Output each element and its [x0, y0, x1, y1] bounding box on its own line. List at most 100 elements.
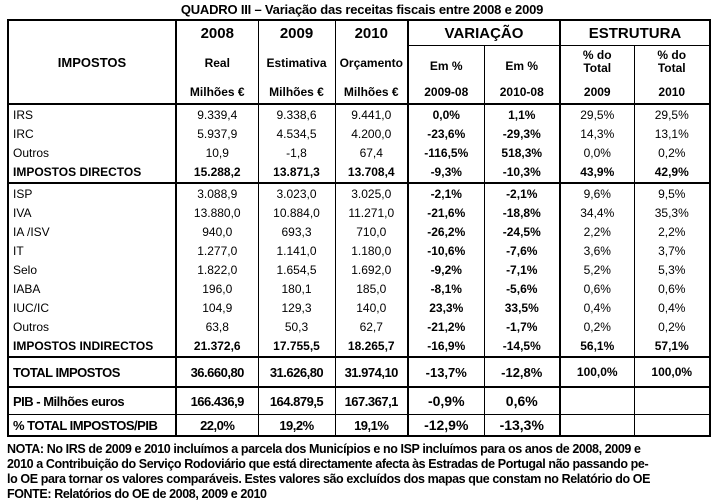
cell-2008: 166.436,9: [175, 387, 258, 415]
table-row-it: IT 1.277,0 1.141,0 1.180,0 -10,6% -7,6% …: [7, 241, 710, 260]
header-unit-2008: Milhões €: [189, 84, 245, 99]
cell-2008: 3.088,9: [175, 183, 258, 203]
cell-2008: 1.822,0: [175, 260, 258, 279]
cell-2010: 1.180,0: [334, 241, 408, 260]
cell-est-2009: 100,0%: [559, 357, 634, 388]
cell-var-2010-08: -18,8%: [483, 203, 560, 222]
cell-est-2009: [559, 414, 634, 436]
table-row-selo: Selo 1.822,0 1.654,5 1.692,0 -9,2% -7,1%…: [7, 260, 710, 279]
cell-est-2009: 2,2%: [559, 222, 634, 241]
cell-var-2010-08: -7,1%: [483, 260, 560, 279]
cell-2010: 185,0: [334, 279, 408, 298]
cell-est-2009: 14,3%: [559, 124, 634, 143]
cell-2010: 31.974,10: [334, 357, 408, 388]
header-var1-period: 2009-08: [424, 85, 469, 99]
header-year-2010: 2010: [354, 24, 388, 42]
footnotes: NOTA: No IRS de 2009 e 2010 incluímos a …: [7, 442, 724, 502]
cell-est-2010: 100,0%: [633, 357, 710, 388]
header-col-2010: 2010 Orçamento Milhões €: [334, 20, 408, 105]
cell-2010: 9.441,0: [334, 104, 408, 124]
table-row-total-impostos: TOTAL IMPOSTOS 36.660,80 31.626,80 31.97…: [7, 357, 710, 388]
cell-var-2009-08: 23,3%: [407, 298, 484, 317]
header-var2-period: 2010-08: [499, 85, 544, 99]
cell-var-2009-08: -21,2%: [407, 317, 484, 336]
header-group-estrutura: ESTRUTURA: [559, 20, 710, 46]
cell-var-2010-08: -2,1%: [483, 183, 560, 203]
cell-label: IRC: [7, 124, 176, 143]
cell-2010: 710,0: [334, 222, 408, 241]
cell-est-2009: 0,0%: [559, 143, 634, 162]
cell-2009: 19,2%: [257, 414, 335, 436]
cell-est-2010: 9,5%: [633, 183, 710, 203]
cell-2010: 18.265,7: [334, 336, 408, 358]
cell-est-2010: 57,1%: [633, 336, 710, 358]
cell-var-2010-08: -14,5%: [483, 336, 560, 358]
cell-var-2009-08: -8,1%: [407, 279, 484, 298]
cell-2009: 129,3: [257, 298, 335, 317]
cell-2009: 164.879,5: [257, 387, 335, 415]
cell-var-2009-08: 0,0%: [407, 104, 484, 124]
cell-label: TOTAL IMPOSTOS: [7, 357, 176, 388]
cell-var-2010-08: -13,3%: [483, 414, 560, 436]
cell-2009: 17.755,5: [257, 336, 335, 358]
cell-2008: 15.288,2: [175, 162, 258, 184]
fiscal-revenue-table: IMPOSTOS 2008 Real Milhões € 2009 Estima…: [7, 19, 711, 437]
cell-var-2010-08: 1,1%: [483, 104, 560, 124]
cell-var-2010-08: 0,6%: [483, 387, 560, 415]
header-row-groups: IMPOSTOS 2008 Real Milhões € 2009 Estima…: [7, 20, 710, 105]
table-row-iva: IVA 13.880,0 10.884,0 11.271,0 -21,6% -1…: [7, 203, 710, 222]
cell-var-2009-08: -2,1%: [407, 183, 484, 203]
cell-2009: 13.871,3: [257, 162, 335, 184]
cell-label: IA /ISV: [7, 222, 176, 241]
cell-est-2010: 0,2%: [633, 143, 710, 162]
cell-label: IVA: [7, 203, 176, 222]
header-kind-2008: Real: [204, 56, 230, 70]
cell-2010: 62,7: [334, 317, 408, 336]
cell-est-2010: 42,9%: [633, 162, 710, 184]
header-unit-2009: Milhões €: [269, 84, 324, 99]
cell-2010: 13.708,4: [334, 162, 408, 184]
header-kind-2010: Orçamento: [339, 56, 403, 70]
cell-2009: 180,1: [257, 279, 335, 298]
cell-est-2010: 35,3%: [633, 203, 710, 222]
cell-2008: 13.880,0: [175, 203, 258, 222]
note-line: 2010 a Contribuição do Serviço Rodoviári…: [7, 457, 649, 471]
header-var-2009-08: Em % 2009-08: [407, 45, 484, 105]
table-row-outros-indirectos: Outros 63,8 50,3 62,7 -21,2% -1,7% 0,2% …: [7, 317, 710, 336]
cell-label: Outros: [7, 143, 176, 162]
cell-label: IABA: [7, 279, 176, 298]
cell-label: IUC/IC: [7, 298, 176, 317]
table-row-total-impostos-pib: % TOTAL IMPOSTOS/PIB 22,0% 19,2% 19,1% -…: [7, 414, 710, 436]
cell-2008: 196,0: [175, 279, 258, 298]
cell-var-2009-08: -16,9%: [407, 336, 484, 358]
cell-est-2009: 0,6%: [559, 279, 634, 298]
header-var-2010-08: Em % 2010-08: [483, 45, 560, 105]
header-year-2009: 2009: [279, 24, 314, 42]
cell-est-2010: 0,6%: [633, 279, 710, 298]
table-row-pib: PIB - Milhões euros 166.436,9 164.879,5 …: [7, 387, 710, 415]
header-col-2008: 2008 Real Milhões €: [175, 20, 258, 105]
header-var2-label: Em %: [505, 59, 539, 73]
cell-2008: 36.660,80: [175, 357, 258, 388]
cell-2008: 22,0%: [175, 414, 258, 436]
cell-var-2009-08: -23,6%: [407, 124, 484, 143]
cell-2009: -1,8: [257, 143, 335, 162]
header-kind-2009: Estimativa: [266, 56, 327, 70]
cell-est-2010: 2,2%: [633, 222, 710, 241]
cell-est-2010: [633, 387, 710, 415]
cell-var-2009-08: -10,6%: [407, 241, 484, 260]
header-est2-year: 2010: [658, 85, 686, 99]
cell-label: IMPOSTOS DIRECTOS: [7, 162, 176, 184]
cell-est-2009: 9,6%: [559, 183, 634, 203]
header-est1-year: 2009: [583, 85, 611, 99]
cell-label: ISP: [7, 183, 176, 203]
cell-2009: 1.654,5: [257, 260, 335, 279]
cell-var-2010-08: -7,6%: [483, 241, 560, 260]
cell-label: IT: [7, 241, 176, 260]
table-row-impostos-directos: IMPOSTOS DIRECTOS 15.288,2 13.871,3 13.7…: [7, 162, 710, 184]
cell-label: Selo: [7, 260, 176, 279]
header-est1-label: % do Total: [582, 48, 612, 75]
cell-2009: 3.023,0: [257, 183, 335, 203]
header-var1-label: Em %: [429, 59, 463, 73]
